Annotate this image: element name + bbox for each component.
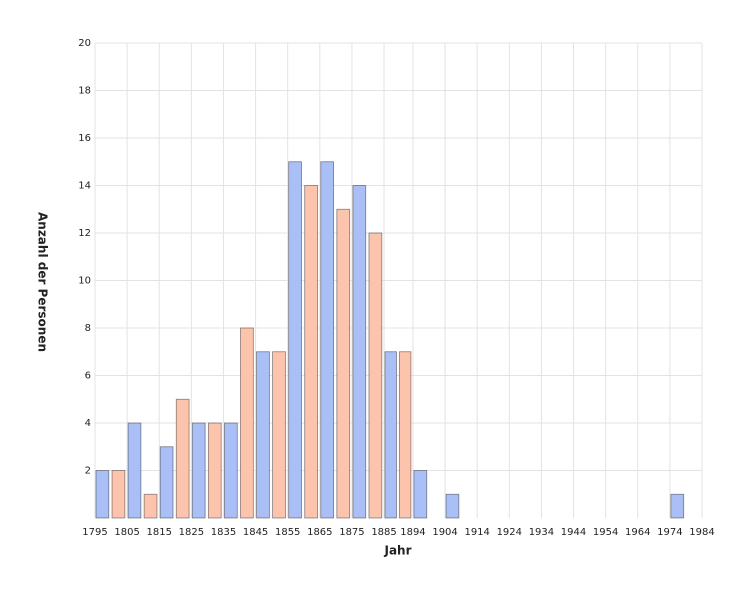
x-tick-label: 1805 (114, 527, 139, 538)
bar (207, 422, 222, 519)
y-tick-label: 4 (85, 418, 91, 429)
bar (159, 446, 174, 519)
x-tick-label: 1924 (497, 527, 522, 538)
y-tick-label: 8 (85, 323, 91, 334)
x-tick-label: 1944 (561, 527, 586, 538)
bar (224, 422, 238, 519)
y-tick-label: 20 (78, 38, 91, 49)
bar (143, 493, 158, 519)
bar (413, 470, 428, 519)
y-tick-label: 16 (78, 133, 91, 144)
x-tick-label: 1894 (400, 527, 425, 538)
bar (445, 493, 460, 519)
x-tick-label: 1974 (657, 527, 682, 538)
x-tick-label: 1934 (529, 527, 554, 538)
bar (272, 351, 286, 519)
x-tick-label: 1835 (211, 527, 236, 538)
x-tick-label: 1855 (275, 527, 300, 538)
bar (95, 470, 110, 519)
bar (368, 232, 383, 519)
x-tick-label: 1815 (147, 527, 172, 538)
bar (191, 422, 206, 519)
x-tick-label: 1984 (689, 527, 714, 538)
bar (336, 208, 351, 519)
x-tick-label: 1795 (82, 527, 107, 538)
bar (127, 422, 142, 519)
x-tick-label: 1964 (625, 527, 650, 538)
bar (398, 351, 412, 519)
bar (320, 161, 335, 519)
x-tick-label: 1865 (307, 527, 332, 538)
y-tick-label: 18 (78, 86, 91, 97)
bar (111, 470, 126, 519)
y-tick-label: 2 (85, 466, 91, 477)
x-tick-label: 1904 (432, 527, 457, 538)
x-tick-label: 1885 (371, 527, 396, 538)
bar (288, 161, 302, 519)
y-tick-label: 6 (85, 371, 91, 382)
x-tick-label: 1845 (243, 527, 268, 538)
x-tick-label: 1875 (339, 527, 364, 538)
bar (670, 493, 685, 519)
y-tick-label: 10 (78, 276, 91, 287)
y-axis-title: Anzahl der Personen (36, 212, 50, 352)
bar (256, 351, 270, 519)
bar (175, 398, 190, 519)
y-tick-label: 12 (78, 228, 91, 239)
bar (384, 351, 397, 519)
bar (240, 327, 254, 519)
bar (352, 185, 367, 519)
x-axis-title: Jahr (383, 544, 411, 558)
x-tick-label: 1914 (464, 527, 489, 538)
x-tick-label: 1954 (593, 527, 618, 538)
bar (304, 185, 318, 519)
x-tick-label: 1825 (179, 527, 204, 538)
y-tick-label: 14 (78, 181, 91, 192)
